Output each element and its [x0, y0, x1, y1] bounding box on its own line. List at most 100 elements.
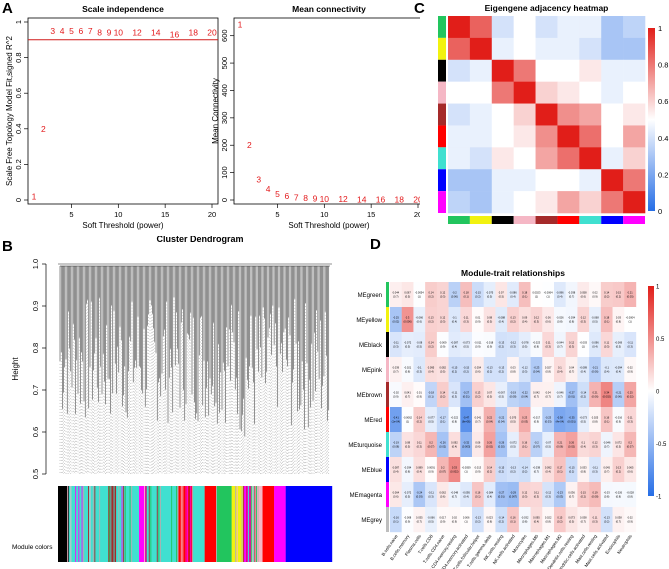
adjacency-cell: [623, 169, 646, 192]
adjacency-cell: [623, 191, 646, 214]
trait-cell-pvalue: (0.2): [499, 470, 504, 474]
adjacency-cell: [601, 103, 624, 126]
module-stripe: [192, 486, 193, 562]
trait-cell-value: 0.26: [487, 441, 493, 445]
trait-cell-value: 0.12: [440, 291, 446, 295]
scale-xlabel: Soft Threshold (power): [82, 221, 164, 230]
trait-cell-value: -0.21: [592, 366, 598, 370]
adjacency-cell: [513, 37, 536, 61]
trait-cell: [600, 432, 613, 458]
module-stripe: [177, 486, 179, 562]
trait-cell: [554, 507, 566, 533]
col-module-color-green: [448, 216, 470, 224]
trait-cell-value: 0.07: [499, 291, 505, 295]
trait-cell: [483, 457, 496, 483]
trait-cell-pvalue: (0.7): [557, 395, 562, 399]
cluster-dendrogram: Cluster Dendrogram Height 0.5 0.6 0.7 0.8 0.9 1…: [11, 236, 333, 562]
trait-cell-value: 0.039: [393, 366, 400, 370]
trait-cell: [507, 407, 520, 433]
adjacency-cell: [513, 16, 536, 39]
trait-cell-pvalue: (0.2): [522, 470, 527, 474]
trait-cell-value: 0.21: [592, 391, 598, 395]
trait-cell-value: -0.21: [615, 391, 621, 395]
adjacency-cell: [579, 125, 602, 148]
trait-cell-value: 0.11: [628, 416, 633, 420]
trait-cell-value: -0.018: [486, 341, 494, 345]
trait-cell-pvalue: (0.4): [428, 370, 433, 374]
trait-cell-value: 0.15: [616, 291, 622, 295]
trait-cell-pvalue: (0.06): [556, 445, 563, 449]
trait-cell-pvalue: (0.7): [534, 470, 539, 474]
trait-cell: [448, 457, 461, 483]
trait-cell: [425, 407, 438, 433]
trait-cell-pvalue: (0.5): [499, 395, 504, 399]
trait-cell-pvalue: (0.4): [581, 370, 586, 374]
conn-point: 10: [320, 194, 330, 204]
trait-cell-value: 0.14: [604, 291, 610, 295]
trait-cell-value: 0.054: [475, 366, 482, 370]
trait-cell: [436, 382, 449, 408]
module-stripe: [67, 486, 69, 562]
trait-cell-value: 0.22: [487, 416, 493, 420]
adjacency-cell: [469, 125, 493, 148]
trait-cell-value: 0.18: [522, 291, 528, 295]
trait-cell-pvalue: (0.9): [616, 420, 621, 424]
trait-cell: [425, 432, 438, 458]
trait-cell: [436, 507, 449, 533]
trait-cell-value: 0.092: [451, 441, 458, 445]
trait-cell-pvalue: (0.5): [545, 445, 550, 449]
conn-point: 5: [275, 189, 280, 199]
trait-cell: [600, 482, 613, 508]
trait-cell-pvalue: (4e-04): [556, 420, 564, 424]
trait-cell-value: -0.14: [498, 516, 504, 520]
module-stripe: [83, 486, 85, 562]
trait-cell-pvalue: (0.4): [557, 370, 562, 374]
trait-cell-pvalue: (0.7): [393, 295, 398, 299]
conn-ytick-label: 600: [220, 29, 229, 42]
module-row-label: MEyellow: [356, 318, 382, 324]
module-stripe: [236, 486, 238, 562]
module-stripe: [251, 486, 253, 562]
trait-cell-pvalue: (0.3): [545, 495, 550, 499]
trait-cell-value: -0.034: [404, 466, 412, 470]
module-color-block: [146, 486, 178, 562]
trait-cell-value: 0.2: [441, 466, 445, 470]
trait-cell-value: -0.18: [428, 391, 434, 395]
scale-ytick-label: 1: [14, 20, 23, 24]
trait-cell: [554, 307, 566, 333]
trait-cell: [390, 307, 402, 333]
trait-cell: [401, 432, 414, 458]
trait-cell-pvalue: (0.6): [440, 495, 445, 499]
trait-cell-value: -0.23: [533, 366, 539, 370]
trait-cell: [518, 407, 531, 433]
module-stripe: [115, 486, 117, 562]
trait-cell: [612, 282, 625, 308]
scale-free-plots: Scale independence Soft Threshold (power)…: [5, 4, 420, 230]
trait-cell-value: -0.094: [615, 366, 623, 370]
module-stripe: [68, 486, 70, 562]
trait-cell: [425, 357, 438, 383]
trait-cell-pvalue: (0.01): [463, 395, 470, 399]
trait-cell-pvalue: (0.5): [428, 520, 433, 524]
trait-cell-value: -0.087: [451, 341, 459, 345]
row-module-color-brown: [438, 103, 446, 126]
trait-cell-value: 0.12: [592, 441, 598, 445]
adjacency-cell: [601, 147, 624, 170]
trait-cell-pvalue: (1): [465, 520, 468, 524]
trait-cell-value: -0.096: [591, 341, 599, 345]
trait-cell: [390, 332, 402, 358]
trait-cell: [577, 457, 590, 483]
trait-cell: [495, 332, 508, 358]
trait-cell-value: 0.09: [522, 316, 528, 320]
trait-cell-pvalue: (0.4): [604, 370, 609, 374]
adjacency-cell: [491, 59, 514, 82]
trait-cell-pvalue: (0.6): [627, 470, 632, 474]
trait-cell-value: -0.066: [427, 516, 435, 520]
trait-cell: [401, 457, 414, 483]
trait-cell: [518, 507, 531, 533]
trait-cell-pvalue: (0.7): [475, 420, 480, 424]
trait-cell: [530, 432, 543, 458]
col-module-color-blue: [601, 216, 624, 224]
row-module-color-green: [438, 16, 446, 38]
trait-cell: [577, 307, 590, 333]
